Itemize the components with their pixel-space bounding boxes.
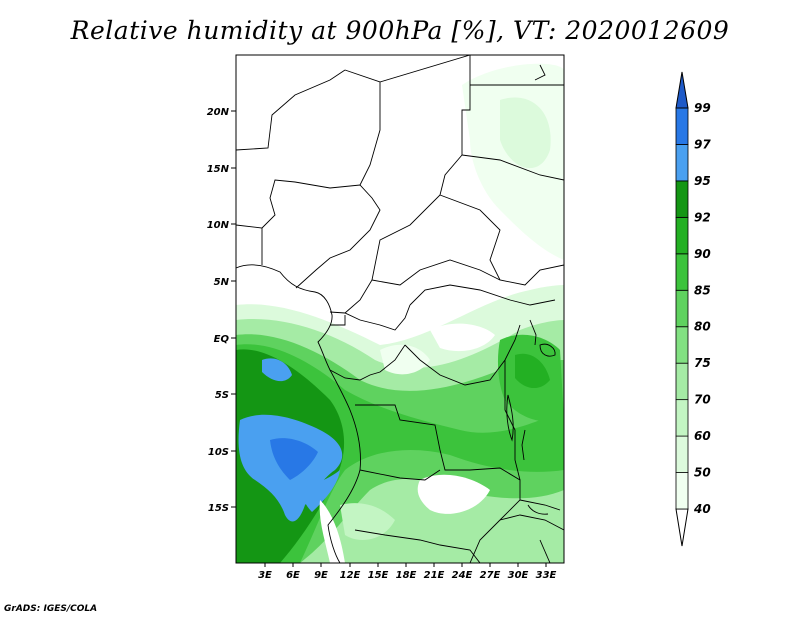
lat-label: 5N	[214, 277, 230, 288]
colorbar-swatch	[675, 472, 689, 510]
lat-label: 10S	[208, 447, 229, 458]
lon-label: 24E	[452, 570, 473, 581]
colorbar-label: 75	[694, 356, 711, 370]
lon-label: 6E	[286, 570, 300, 581]
colorbar-label: 92	[694, 210, 711, 224]
colorbar-label: 99	[694, 101, 711, 115]
colorbar-label: 80	[694, 320, 711, 334]
colorbar-label: 60	[694, 429, 711, 443]
longitude-axis: 3E 6E 9E 12E 15E 18E 21E 24E 27E 30E 33E	[258, 563, 557, 581]
colorbar-label: 95	[694, 174, 711, 188]
lat-label: 15S	[208, 503, 229, 514]
colorbar-label: 85	[694, 283, 711, 297]
lon-label: 3E	[258, 570, 272, 581]
map-frame	[235, 54, 565, 564]
lon-label: 18E	[396, 570, 417, 581]
colorbar-swatch	[675, 253, 689, 291]
colorbar-over-triangle	[675, 71, 689, 109]
lon-label: 12E	[340, 570, 361, 581]
colorbar: 40 50 60 70 75 80 85 90 92 95 97 99	[675, 71, 711, 547]
lon-label: 27E	[480, 570, 501, 581]
colorbar-swatch	[675, 289, 689, 328]
colorbar-swatch	[675, 180, 689, 218]
colorbar-swatch	[675, 326, 689, 364]
colorbar-swatch	[675, 107, 689, 145]
lon-label: 9E	[314, 570, 328, 581]
country-borders	[236, 55, 564, 563]
latitude-axis: 20N 15N 10N 5N EQ 5S 10S 15S	[207, 107, 236, 514]
colorbar-swatch	[675, 362, 689, 401]
lat-label: 15N	[207, 164, 230, 175]
humidity-field	[236, 55, 564, 563]
lat-label: 5S	[215, 390, 229, 401]
grads-credit: GrADS: IGES/COLA	[4, 604, 98, 614]
colorbar-label: 40	[693, 502, 711, 516]
colorbar-label: 90	[694, 247, 711, 261]
lon-label: 33E	[536, 570, 557, 581]
colorbar-label: 97	[694, 137, 711, 151]
colorbar-swatch	[675, 216, 689, 255]
colorbar-swatch	[675, 399, 689, 437]
lat-label: 10N	[207, 220, 230, 231]
lon-label: 15E	[368, 570, 389, 581]
lon-label: 21E	[424, 570, 445, 581]
colorbar-label: 70	[694, 393, 711, 407]
colorbar-under-triangle	[675, 508, 689, 547]
colorbar-swatch	[675, 144, 689, 182]
lat-label: 20N	[207, 107, 230, 118]
colorbar-swatch	[675, 435, 689, 473]
colorbar-label: 50	[694, 466, 711, 480]
lon-label: 30E	[508, 570, 529, 581]
lat-label: EQ	[214, 334, 230, 345]
map-title: Relative humidity at 900hPa [%], VT: 202…	[70, 16, 730, 45]
